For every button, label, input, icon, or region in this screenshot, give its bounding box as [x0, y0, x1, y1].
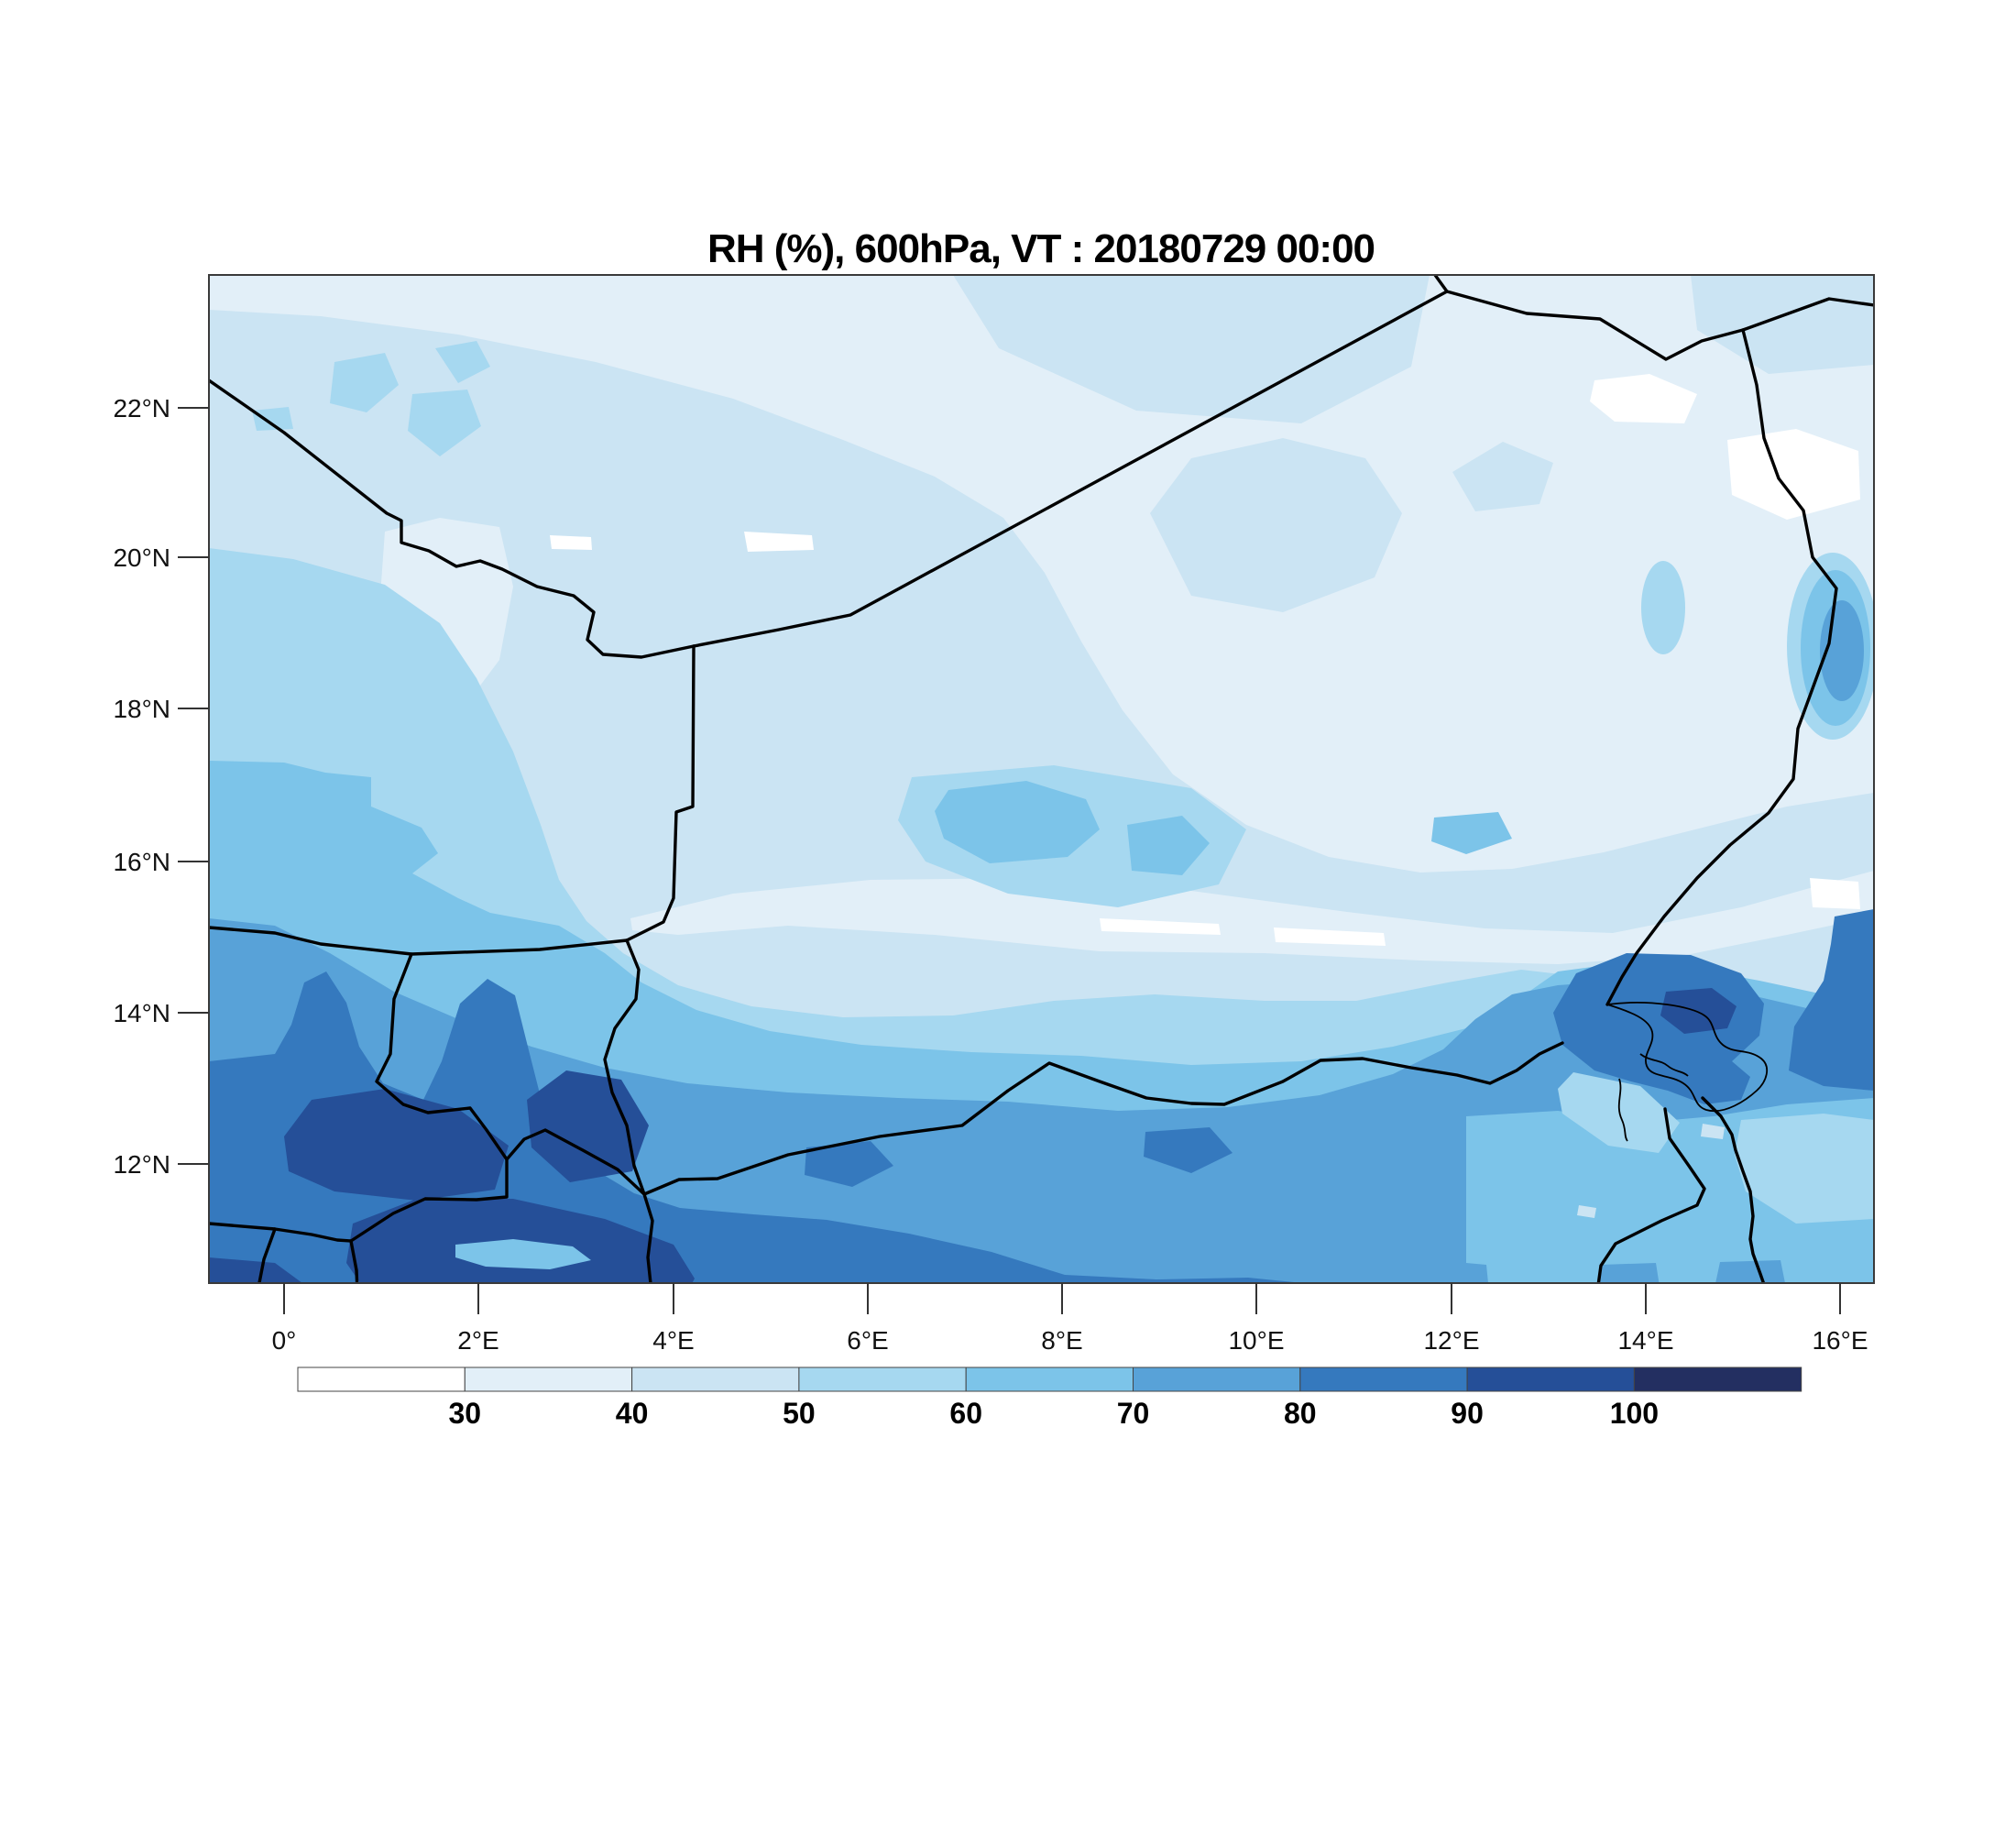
y-tick-label: 16°N — [113, 848, 170, 876]
x-axis-ticks: 0° 2°E 4°E 6°E 8°E 10°E 12°E 14°E 16°E — [272, 1283, 1868, 1355]
y-tick-label: 14°N — [113, 999, 170, 1027]
fill-dry-streak — [630, 871, 1874, 964]
border-niger-libya — [1445, 290, 1745, 361]
colorbar-segment — [1133, 1367, 1301, 1392]
x-tick-label: 8°E — [1041, 1326, 1082, 1355]
x-tick-label: 0° — [272, 1326, 297, 1355]
x-tick-label: 14°E — [1617, 1326, 1673, 1355]
colorbar-label: 40 — [616, 1397, 649, 1430]
colorbar-segment — [965, 1367, 1134, 1392]
colorbar-segment — [1299, 1367, 1468, 1392]
colorbar-segment — [297, 1367, 466, 1392]
fill-white-patch — [1727, 429, 1860, 520]
x-tick-label: 2°E — [457, 1326, 499, 1355]
colorbar-label: 90 — [1451, 1397, 1484, 1430]
y-tick-label: 22°N — [113, 394, 170, 423]
colorbar-label: 60 — [949, 1397, 982, 1430]
border-niger-nigeria — [642, 1041, 1564, 1196]
fill-lakechad-core — [1660, 988, 1737, 1034]
colorbar-label: 30 — [449, 1397, 482, 1430]
page-title: RH (%), 600hPa, VT : 20180729 00:00 — [707, 226, 1375, 271]
fill-sw-core-90-100 — [284, 1089, 509, 1201]
contour-fill-layers — [209, 275, 1874, 1283]
map-frame — [208, 274, 1875, 1284]
colorbar-segment — [631, 1367, 800, 1392]
colorbar-segment — [1466, 1367, 1635, 1392]
y-tick-label: 12°N — [113, 1150, 170, 1179]
x-tick-label: 4°E — [652, 1326, 694, 1355]
y-tick-label: 18°N — [113, 695, 170, 723]
colorbar-segment — [1633, 1367, 1802, 1392]
border-mali-niger-vertical — [625, 644, 696, 942]
border-burkina-niger — [349, 952, 509, 1283]
colorbar-label: 50 — [783, 1397, 816, 1430]
colorbar-segment — [464, 1367, 633, 1392]
colorbar-label: 70 — [1117, 1397, 1150, 1430]
y-tick-label: 20°N — [113, 543, 170, 572]
colorbar-segment — [798, 1367, 967, 1392]
border-mali-niger-horizontal — [209, 926, 629, 956]
border-algeria-niger — [692, 290, 1449, 648]
fill-north-30-40 — [209, 275, 1874, 873]
colorbar: 30 40 50 60 70 80 90 100 — [297, 1367, 1802, 1430]
border-chad-south-west — [1596, 1107, 1706, 1283]
x-tick-label: 10°E — [1228, 1326, 1284, 1355]
colorbar-label: 80 — [1284, 1397, 1317, 1430]
country-borders — [209, 275, 1874, 1283]
y-axis-ticks: 22°N 20°N 18°N 16°N 14°N 12°N — [113, 394, 209, 1179]
lake-chad-shoreline — [1606, 1002, 1769, 1113]
border-chad-south-east — [1701, 1096, 1766, 1283]
border-niger-chad — [1605, 328, 1838, 1006]
colorbar-label: 100 — [1610, 1397, 1659, 1430]
x-tick-label: 6°E — [847, 1326, 888, 1355]
border-algeria-mali — [209, 379, 696, 659]
x-tick-label: 12°E — [1423, 1326, 1479, 1355]
border-benin-niger — [505, 1128, 646, 1196]
x-tick-label: 16°E — [1812, 1326, 1868, 1355]
